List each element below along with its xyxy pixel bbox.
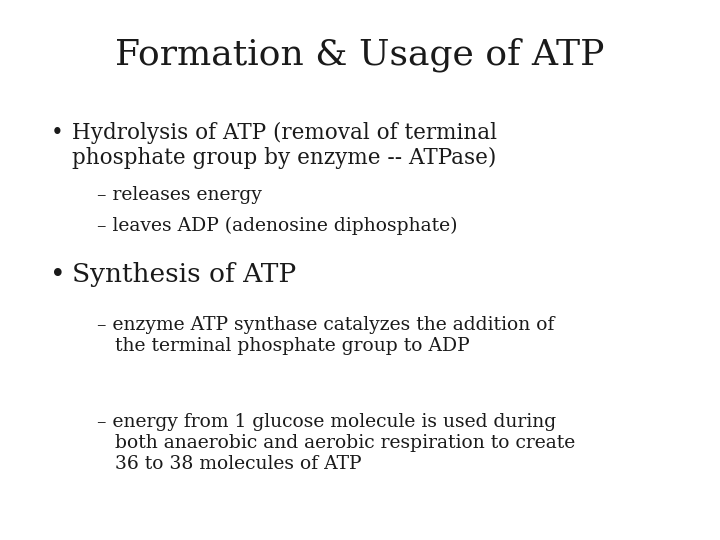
Text: Synthesis of ATP: Synthesis of ATP <box>72 262 296 287</box>
Text: Formation & Usage of ATP: Formation & Usage of ATP <box>115 38 605 72</box>
Text: Hydrolysis of ATP (removal of terminal
phosphate group by enzyme -- ATPase): Hydrolysis of ATP (removal of terminal p… <box>72 122 497 169</box>
Text: – releases energy: – releases energy <box>97 186 262 204</box>
Text: •: • <box>50 122 63 144</box>
Text: – enzyme ATP synthase catalyzes the addition of
   the terminal phosphate group : – enzyme ATP synthase catalyzes the addi… <box>97 316 554 355</box>
Text: – energy from 1 glucose molecule is used during
   both anaerobic and aerobic re: – energy from 1 glucose molecule is used… <box>97 413 575 472</box>
Text: •: • <box>50 262 66 287</box>
Text: – leaves ADP (adenosine diphosphate): – leaves ADP (adenosine diphosphate) <box>97 217 458 235</box>
